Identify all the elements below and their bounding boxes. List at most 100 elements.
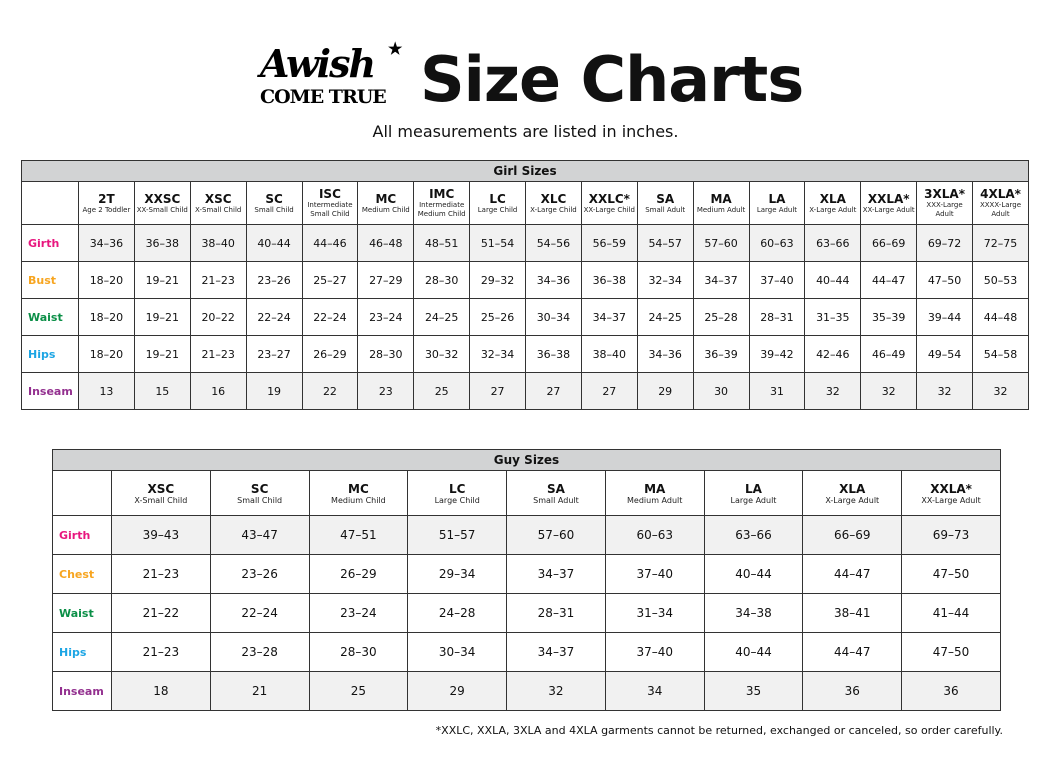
table-row: Hips 21–23 23–28 28–30 30–34 34–37 37–40 40–44 4… [52,632,1001,672]
size-code: SC [250,481,269,496]
size-header: 4XLA* XXXX-Large Adult [972,181,1029,225]
corner-cell [52,470,112,516]
measurement-value: 23–24 [357,298,415,336]
size-code: LC [489,191,506,206]
measurement-value: 54–57 [636,224,694,262]
measurement-value: 21–23 [189,261,247,299]
measurement-value: 39–44 [916,298,973,336]
girl-size-table: Girl Sizes 2T Age 2 Toddler XXSC XX-Small Ch… [21,160,1029,410]
measurement-value: 21–23 [111,632,211,672]
size-description: Medium Child [361,205,410,214]
table-title: Guy Sizes [52,449,1001,471]
measurement-value: 46–48 [357,224,415,262]
measurement-label: Girth [21,224,79,262]
measurement-value: 19 [245,372,303,410]
page-subtitle: All measurements are listed in inches. [372,122,679,141]
size-code: XLC [540,191,567,206]
size-header: LC Large Child [469,181,526,225]
measurement-value: 35–39 [860,298,918,336]
measurement-value: 32 [506,671,606,711]
table-row: Waist 21–22 22–24 23–24 24–28 28–31 31–34 34–38… [52,593,1001,633]
size-code: XSC [204,191,232,206]
measurement-value: 44–47 [802,632,903,672]
size-header: MA Medium Adult [604,470,705,516]
size-header: XLA X-Large Adult [802,470,903,516]
measurement-value: 16 [189,372,247,410]
measurement-value: 31 [748,372,806,410]
measurement-value: 47–50 [901,632,1001,672]
measurement-value: 15 [133,372,191,410]
measurement-value: 49–54 [916,335,973,373]
star-icon: ★ [388,39,403,58]
measurement-value: 51–54 [469,224,526,262]
size-header: LA Large Adult [703,470,804,516]
measurement-value: 32 [860,372,918,410]
table-row: Waist 18–20 19–21 20–22 22–24 22–24 23–24 24–25… [21,298,1029,336]
table-row: Inseam 13 15 16 19 22 23 25 27 27 27 29 30 31 32 32 32 32 [21,372,1029,410]
size-description: Small Adult [645,205,686,214]
size-description: Small Child [254,205,294,214]
measurement-value: 69–72 [916,224,973,262]
size-header: XXLC* XX-Large Child [580,181,638,225]
measurement-value: 34–37 [692,261,750,299]
measurement-value: 22 [301,372,359,410]
measurement-value: 24–25 [636,298,694,336]
measurement-value: 37–40 [748,261,806,299]
size-header: SC Small Child [209,470,310,516]
measurement-value: 39–43 [111,515,211,555]
measurement-value: 44–47 [860,261,918,299]
measurement-value: 18–20 [78,335,135,373]
corner-cell [21,181,79,225]
measurement-value: 54–58 [972,335,1029,373]
measurement-value: 25 [308,671,409,711]
size-description: Intermediate Medium Child [417,201,466,218]
size-header: XSC X-Small Child [189,181,247,225]
measurement-value: 28–30 [308,632,409,672]
size-description: XXXX-Large Adult [979,201,1022,218]
size-header: ISC Intermediate Small Child [301,181,359,225]
size-header: IMC Intermediate Medium Child [413,181,471,225]
measurement-value: 36–38 [580,261,638,299]
size-description: XX-Small Child [136,205,188,214]
measurement-value: 18–20 [78,298,135,336]
measurement-value: 66–69 [802,515,903,555]
size-code: MC [348,481,369,496]
measurement-value: 21–23 [189,335,247,373]
measurement-value: 30–32 [413,335,471,373]
size-code: XSC [147,481,175,496]
measurement-value: 42–46 [804,335,862,373]
measurement-value: 47–51 [308,515,409,555]
measurement-value: 35 [703,671,804,711]
size-code: XXSC [144,191,181,206]
size-description: Small Adult [533,495,579,505]
measurement-value: 44–46 [301,224,359,262]
size-description: Large Child [434,495,480,505]
measurement-value: 22–24 [245,298,303,336]
measurement-value: 25–26 [469,298,526,336]
measurement-value: 25 [413,372,471,410]
measurement-value: 60–63 [604,515,705,555]
measurement-value: 34–36 [525,261,582,299]
measurement-value: 69–73 [901,515,1001,555]
measurement-value: 40–44 [703,554,804,594]
size-header: SC Small Child [245,181,303,225]
measurement-value: 63–66 [804,224,862,262]
measurement-value: 36–38 [525,335,582,373]
measurement-value: 13 [78,372,135,410]
measurement-value: 56–59 [580,224,638,262]
size-code: LC [448,481,466,496]
brand-logo: Awish ★ COME TRUE [258,40,408,110]
measurement-value: 47–50 [901,554,1001,594]
size-code: XXLA* [930,481,972,496]
measurement-value: 38–40 [580,335,638,373]
size-description: XX-Large Adult [862,205,915,214]
measurement-value: 32 [972,372,1029,410]
measurement-value: 63–66 [703,515,804,555]
measurement-value: 34 [604,671,705,711]
measurement-value: 37–40 [604,632,705,672]
measurement-value: 29–32 [469,261,526,299]
size-code: MA [710,191,732,206]
size-code: 2T [98,191,115,206]
size-code: XLA [839,481,866,496]
size-code: MC [375,191,397,206]
